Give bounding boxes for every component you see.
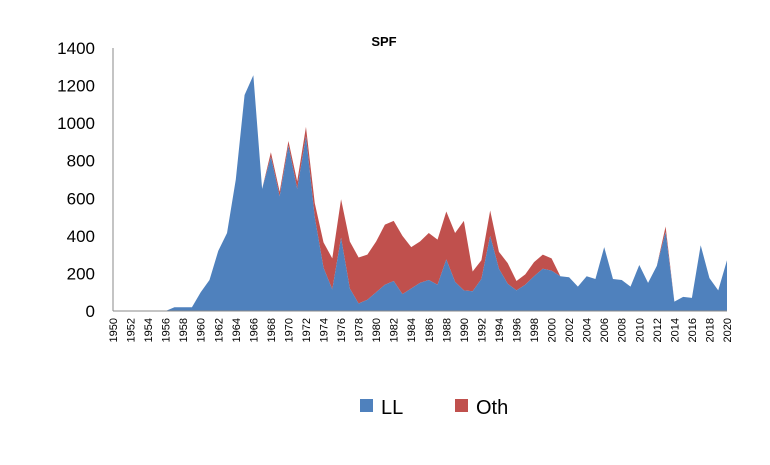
y-axis-ticks: 0 200 400 600 800 1000 1200 1400 <box>57 39 95 321</box>
x-tick-label: 1956 <box>161 318 173 342</box>
x-tick-label: 2000 <box>547 318 559 342</box>
x-tick-label: 2020 <box>722 318 734 342</box>
x-tick-label: 2008 <box>617 318 629 342</box>
x-tick-label: 1994 <box>494 318 506 342</box>
x-axis-ticks: 1950 1952 1954 1956 1958 1960 1962 1964 1966 1968… <box>108 318 734 342</box>
chart-title: SPF <box>371 34 396 49</box>
y-tick-label: 1000 <box>57 114 95 133</box>
area-ll <box>113 75 727 312</box>
plot-areas <box>113 75 727 312</box>
x-tick-label: 1952 <box>126 318 138 342</box>
x-tick-label: 1976 <box>336 318 348 342</box>
x-tick-label: 1960 <box>196 318 208 342</box>
x-tick-label: 1950 <box>108 318 120 342</box>
legend-swatch-oth <box>455 399 468 412</box>
x-tick-label: 1978 <box>354 318 366 342</box>
legend: LL Oth <box>360 397 508 419</box>
x-tick-label: 1996 <box>511 318 523 342</box>
x-tick-label: 1970 <box>283 318 295 342</box>
x-tick-label: 2014 <box>669 318 681 342</box>
x-tick-label: 1998 <box>529 318 541 342</box>
y-tick-label: 800 <box>67 152 95 171</box>
x-tick-label: 2018 <box>704 318 716 342</box>
legend-label-ll: LL <box>381 397 403 419</box>
x-tick-label: 1968 <box>266 318 278 342</box>
x-tick-label: 2002 <box>564 318 576 342</box>
x-tick-label: 2012 <box>652 318 664 342</box>
x-tick-label: 1974 <box>319 318 331 342</box>
y-tick-label: 1200 <box>57 77 95 96</box>
y-tick-label: 600 <box>67 189 95 208</box>
x-tick-label: 1990 <box>459 318 471 342</box>
axes <box>112 48 727 312</box>
legend-label-oth: Oth <box>476 397 508 419</box>
x-tick-label: 1980 <box>371 318 383 342</box>
x-tick-label: 1986 <box>424 318 436 342</box>
x-tick-label: 1988 <box>441 318 453 342</box>
y-tick-label: 0 <box>86 302 95 321</box>
x-tick-label: 1962 <box>213 318 225 342</box>
x-tick-label: 1954 <box>143 318 155 342</box>
area-oth <box>113 75 727 312</box>
x-tick-label: 1966 <box>248 318 260 342</box>
y-tick-label: 200 <box>67 264 95 283</box>
x-tick-label: 1984 <box>406 318 418 342</box>
x-tick-label: 1982 <box>389 318 401 342</box>
y-tick-label: 1400 <box>57 39 95 58</box>
x-tick-label: 1964 <box>231 318 243 342</box>
x-tick-label: 2004 <box>582 318 594 342</box>
legend-swatch-ll <box>360 399 373 412</box>
x-tick-label: 1958 <box>178 318 190 342</box>
y-tick-label: 400 <box>67 227 95 246</box>
x-tick-label: 2006 <box>599 318 611 342</box>
x-tick-label: 2010 <box>634 318 646 342</box>
x-tick-label: 1972 <box>301 318 313 342</box>
x-tick-label: 1992 <box>476 318 488 342</box>
x-tick-label: 2016 <box>687 318 699 342</box>
